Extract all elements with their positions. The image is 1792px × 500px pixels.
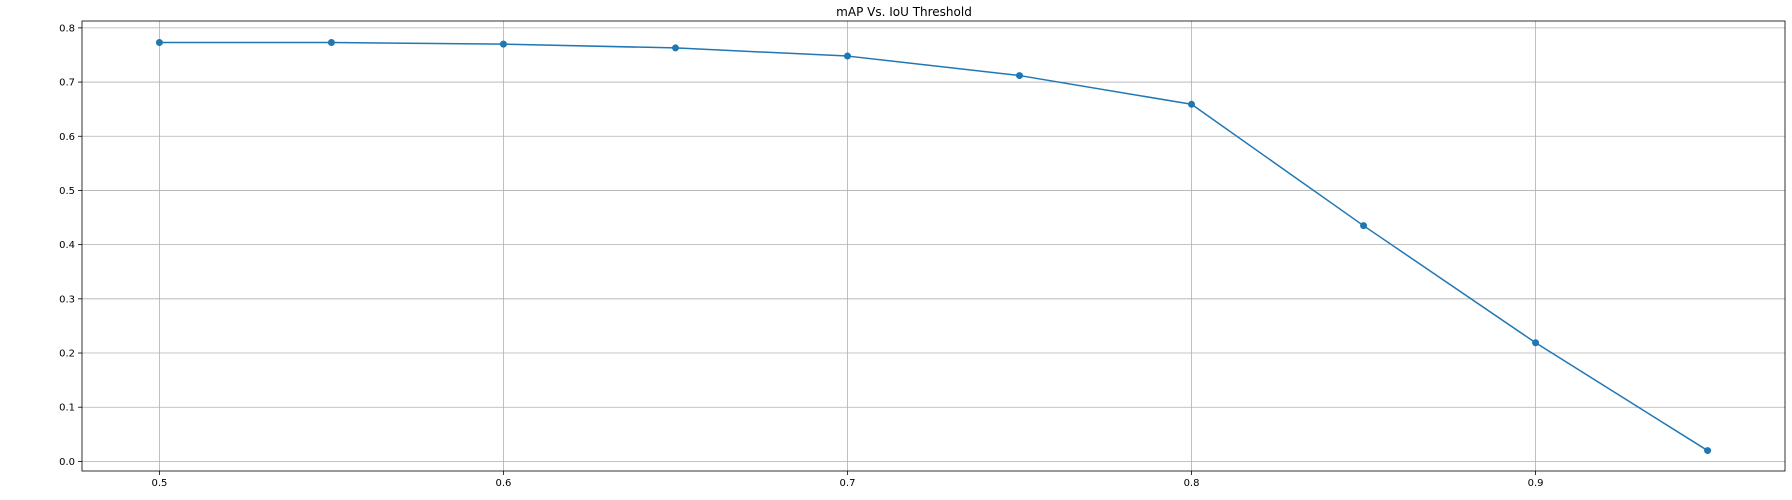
axes-frame [81, 20, 1786, 472]
y-tick-label-1: 0.1 [59, 403, 75, 414]
y-tick-label-0: 0.0 [59, 457, 75, 468]
data-point-0-7 [1360, 222, 1368, 230]
x-tick-label-2: 0.7 [840, 478, 856, 489]
chart-title: mAP Vs. IoU Threshold [836, 5, 972, 19]
x-tick-label-3: 0.8 [1184, 478, 1200, 489]
series-layer [155, 39, 1712, 455]
data-point-0-2 [499, 40, 507, 48]
y-tick-label-6: 0.6 [59, 132, 75, 143]
ticks-layer: 0.5 0.6 0.7 0.8 0.9 0.0 0.1 0.2 0.3 0.4 0.5 0.6 0.7 0… [59, 23, 1543, 489]
x-tick-label-0: 0.5 [151, 478, 167, 489]
data-point-0-9 [1704, 447, 1712, 455]
y-tick-label-4: 0.4 [59, 240, 75, 251]
data-point-0-3 [671, 44, 679, 52]
y-tick-label-3: 0.3 [59, 294, 75, 305]
data-point-0-4 [843, 52, 851, 60]
data-point-0-8 [1532, 339, 1540, 347]
data-point-0-1 [327, 39, 335, 47]
series-line-0 [159, 41, 1708, 452]
data-point-0-0 [155, 39, 163, 47]
axes-layer [81, 20, 1786, 472]
x-tick-label-1: 0.6 [495, 478, 511, 489]
data-point-0-6 [1188, 100, 1196, 108]
y-tick-label-7: 0.7 [59, 78, 75, 89]
y-tick-label-5: 0.5 [59, 186, 75, 197]
grid-layer [82, 21, 1785, 471]
data-point-0-5 [1016, 72, 1024, 80]
x-tick-label-4: 0.9 [1528, 478, 1544, 489]
y-tick-label-8: 0.8 [59, 23, 75, 34]
y-tick-label-2: 0.2 [59, 349, 75, 360]
